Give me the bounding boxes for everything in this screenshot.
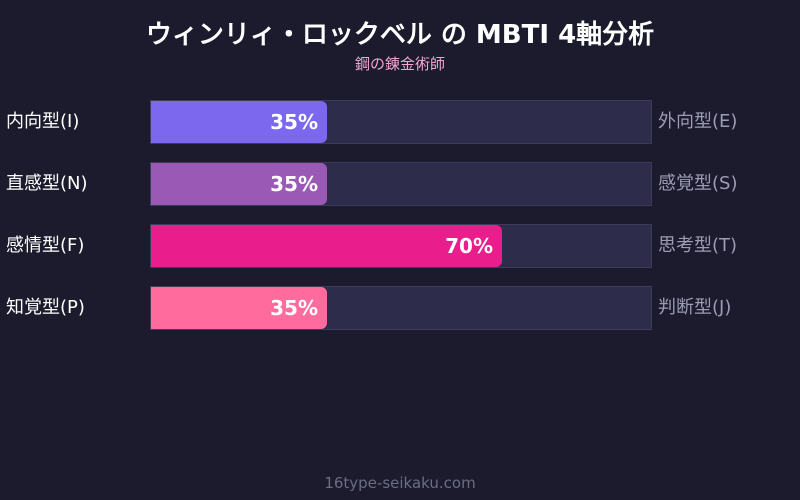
bar-value-label: 35% (270, 172, 318, 196)
bar-row: 知覚型(P) 35% 判断型(J) (0, 286, 800, 330)
chart-title: ウィンリィ・ロックベル の MBTI 4軸分析 (145, 20, 655, 50)
bar-value-label: 35% (270, 296, 318, 320)
bar-left-label: 知覚型(P) (6, 297, 85, 318)
bar-row: 感情型(F) 70% 思考型(T) (0, 224, 800, 268)
bar-fill (151, 101, 327, 143)
bar-track: 35% (150, 100, 652, 144)
bar-fill (151, 163, 327, 205)
chart-subtitle: 鋼の錬金術師 (354, 55, 445, 73)
bar-right-label: 判断型(J) (658, 297, 732, 318)
bar-value-label: 35% (270, 110, 318, 134)
bar-right-label: 外向型(E) (658, 111, 738, 132)
bar-right-label: 感覚型(S) (658, 173, 738, 194)
bar-track: 35% (150, 162, 652, 206)
bar-value-label: 70% (445, 234, 493, 258)
bar-left-label: 感情型(F) (6, 235, 85, 256)
bar-track: 70% (150, 224, 652, 268)
bar-fill (151, 225, 502, 267)
bar-row: 内向型(I) 35% 外向型(E) (0, 100, 800, 144)
bar-left-label: 直感型(N) (6, 173, 88, 194)
bar-right-label: 思考型(T) (658, 235, 738, 256)
bar-row: 直感型(N) 35% 感覚型(S) (0, 162, 800, 206)
footer-source: 16type-seikaku.com (324, 474, 476, 492)
bar-track: 35% (150, 286, 652, 330)
bar-fill (151, 287, 327, 329)
bar-left-label: 内向型(I) (6, 111, 80, 132)
